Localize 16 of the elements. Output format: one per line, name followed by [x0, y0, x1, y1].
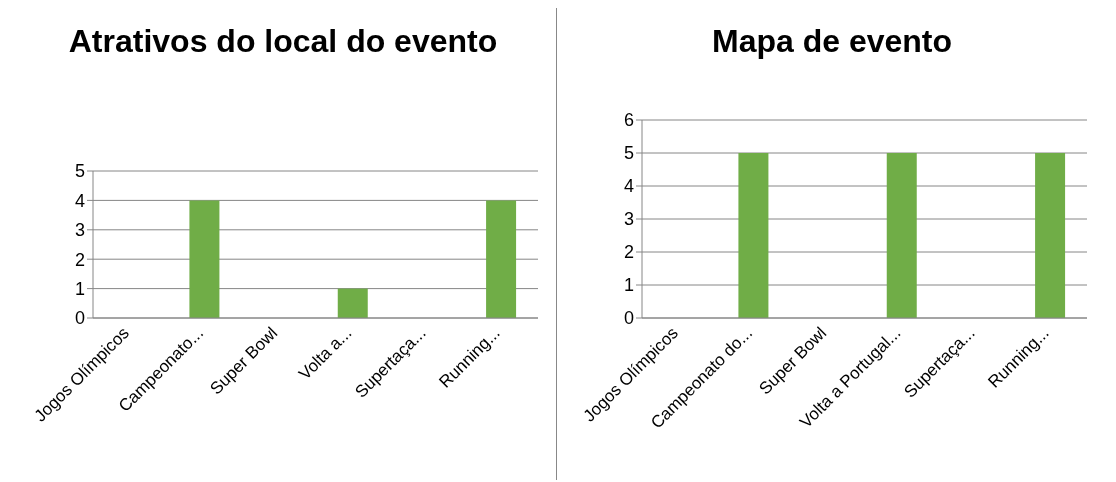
y-tick-label: 4	[74, 190, 85, 211]
y-tick-label: 1	[74, 278, 85, 299]
y-tick-label: 2	[623, 242, 634, 263]
chart-title: Atrativos do local do evento	[67, 22, 499, 61]
y-tick-label: 4	[623, 176, 634, 197]
chart-title: Mapa de evento	[710, 22, 954, 61]
x-tick-label: Volta a...	[295, 323, 356, 384]
y-tick-label: 2	[74, 249, 85, 270]
y-tick-label: 1	[623, 275, 634, 296]
y-tick-label: 3	[623, 209, 634, 230]
y-tick-label: 0	[74, 308, 85, 329]
y-tick-label: 6	[623, 110, 634, 131]
y-tick-label: 5	[74, 161, 85, 182]
y-tick-label: 5	[623, 143, 634, 164]
y-tick-label: 3	[74, 220, 85, 241]
y-tick-label: 0	[623, 308, 634, 329]
